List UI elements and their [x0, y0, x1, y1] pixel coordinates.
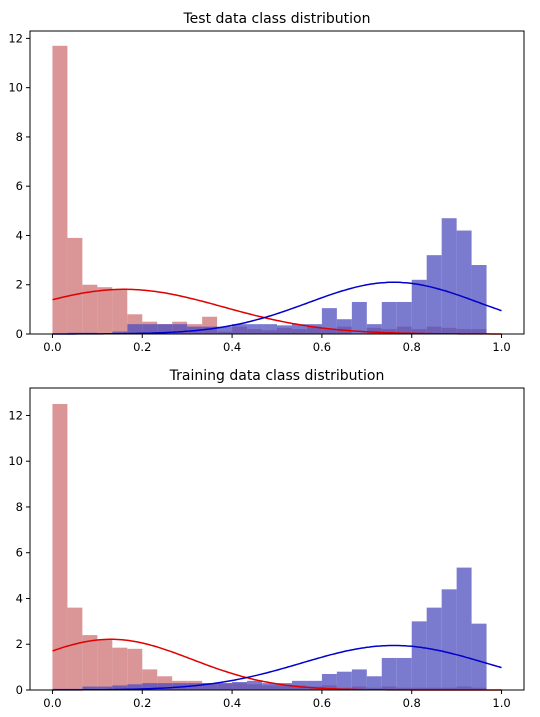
y-tick-label: 4	[16, 591, 23, 605]
x-tick-label: 0.4	[223, 696, 241, 710]
hist-bar-series-1	[247, 680, 263, 690]
hist-bar-series-1	[321, 673, 337, 690]
hist-bar-series-1	[142, 324, 158, 334]
hist-bar-series-0	[112, 647, 128, 690]
hist-bar-series-1	[351, 669, 367, 690]
hist-bar-series-1	[232, 324, 248, 334]
hist-bar-series-1	[336, 319, 352, 334]
hist-bar-series-1	[217, 683, 233, 690]
plot-frame	[29, 30, 525, 335]
hist-bar-series-1	[306, 680, 322, 690]
hist-bar-series-1	[291, 324, 307, 334]
hist-bar-series-1	[426, 255, 442, 334]
y-tick-label: 6	[16, 546, 23, 560]
hist-bar-series-1	[262, 324, 277, 334]
x-tick-label: 0.0	[43, 340, 61, 354]
y-tick-label: 4	[16, 228, 23, 242]
hist-bar-series-1	[277, 683, 292, 690]
hist-bar-series-0	[97, 287, 113, 334]
hist-bar-series-1	[202, 326, 218, 334]
training-chart: Training data class distribution 0.0 0.2 0…	[8, 368, 525, 710]
hist-bar-series-1	[456, 567, 472, 690]
x-tick-label: 0.6	[313, 696, 331, 710]
x-tick-label: 0.8	[403, 696, 421, 710]
hist-bar-series-1	[426, 607, 442, 690]
x-tick-label: 0.4	[223, 340, 241, 354]
hist-bar-series-1	[366, 676, 382, 690]
hist-bar-series-1	[411, 279, 427, 334]
hist-bar-series-1	[172, 324, 188, 334]
x-tick-label: 0.0	[43, 696, 61, 710]
hist-bar-series-0	[97, 639, 113, 690]
hist-bar-series-1	[381, 301, 397, 334]
hist-bar-series-0	[52, 404, 68, 690]
hist-bar-series-0	[127, 648, 143, 690]
hist-bar-series-1	[97, 686, 113, 690]
test-chart-title: Test data class distribution	[183, 11, 371, 27]
y-tick-label: 10	[8, 81, 23, 95]
training-chart-title: Training data class distribution	[169, 368, 385, 384]
hist-bar-series-1	[321, 308, 337, 334]
x-tick-label: 0.8	[403, 340, 421, 354]
hist-bar-series-1	[456, 230, 472, 334]
fit-curve-series-1	[52, 644, 502, 691]
hist-bar-series-1	[112, 685, 128, 690]
hist-bar-series-1	[471, 265, 487, 334]
hist-bar-series-0	[67, 237, 83, 334]
hist-bar-series-1	[351, 301, 367, 334]
hist-bar-series-1	[306, 324, 322, 334]
x-tick-label: 0.2	[133, 696, 151, 710]
test-chart: Test data class distribution 0.0 0.2 0.4 0.…	[8, 11, 525, 354]
hist-bar-series-0	[52, 45, 68, 334]
hist-bar-series-1	[396, 301, 412, 334]
hist-bar-series-1	[127, 684, 143, 690]
hist-bar-series-0	[82, 284, 98, 334]
hist-bar-series-1	[247, 324, 263, 334]
x-tick-label: 1.0	[492, 340, 510, 354]
x-tick-label: 0.6	[313, 340, 331, 354]
hist-bar-series-0	[67, 607, 83, 690]
y-tick-label: 8	[16, 500, 23, 514]
hist-bar-series-1	[202, 683, 218, 690]
hist-bar-series-1	[471, 623, 487, 690]
hist-bar-series-1	[277, 325, 292, 334]
y-tick-label: 8	[16, 130, 23, 144]
hist-bar-series-1	[217, 326, 233, 334]
hist-bar-series-1	[336, 671, 352, 690]
hist-bar-series-0	[112, 289, 128, 334]
hist-bar-series-1	[112, 331, 128, 334]
y-tick-label: 6	[16, 179, 23, 193]
hist-bar-series-1	[411, 621, 427, 690]
hist-bar-series-1	[187, 683, 203, 690]
y-tick-label: 2	[16, 637, 23, 651]
hist-bar-series-1	[157, 324, 173, 334]
hist-bar-series-1	[396, 657, 412, 690]
y-tick-label: 12	[8, 408, 23, 422]
hist-bar-series-1	[232, 681, 248, 690]
hist-bar-series-1	[366, 324, 382, 334]
hist-bar-series-1	[441, 218, 457, 334]
y-tick-label: 10	[8, 454, 23, 468]
hist-bar-series-1	[291, 680, 307, 690]
hist-bar-series-1	[157, 683, 173, 690]
hist-bar-series-1	[441, 589, 457, 690]
hist-bar-series-0	[82, 635, 98, 690]
y-tick-label: 2	[16, 278, 23, 292]
x-tick-label: 1.0	[492, 696, 510, 710]
y-tick-label: 12	[8, 31, 23, 45]
hist-bar-series-1	[142, 683, 158, 690]
y-tick-label: 0	[16, 327, 23, 341]
y-tick-label: 0	[16, 683, 23, 697]
hist-bar-series-1	[262, 683, 277, 690]
hist-bar-series-1	[127, 324, 143, 334]
x-tick-label: 0.2	[133, 340, 151, 354]
hist-bar-series-1	[381, 657, 397, 690]
plot-frame	[29, 387, 525, 691]
hist-bar-series-1	[82, 686, 98, 690]
